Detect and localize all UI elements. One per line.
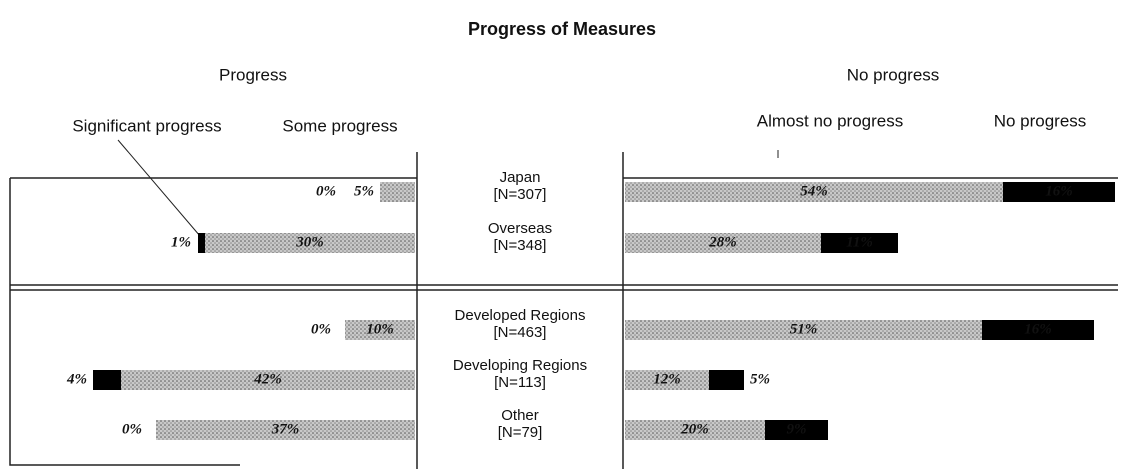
- value-label: 28%: [708, 234, 737, 250]
- category-label: Developed Regions: [455, 307, 586, 324]
- value-label: 10%: [366, 321, 394, 337]
- group-label: No progress: [847, 65, 940, 84]
- n-label: [N=307]: [494, 186, 547, 203]
- n-label: [N=113]: [494, 374, 546, 391]
- bar-hatch: [625, 182, 1003, 202]
- value-label: 5%: [354, 183, 374, 199]
- legend-label: Significant progress: [72, 116, 221, 135]
- bar-hatch: [205, 233, 415, 253]
- bar-hatch: [121, 370, 415, 390]
- value-label: 9%: [787, 421, 807, 437]
- leader-line: [117, 139, 201, 237]
- value-label: 54%: [800, 183, 828, 199]
- frames: [9, 152, 1118, 469]
- bar: [198, 233, 205, 253]
- bar: [709, 370, 744, 390]
- value-label: 12%: [653, 371, 681, 387]
- legend-label: Almost no progress: [757, 111, 903, 130]
- bar: [982, 320, 1094, 340]
- frame: [9, 178, 240, 466]
- bar: [821, 233, 898, 253]
- bar-hatch: [625, 233, 821, 253]
- bar: [765, 420, 828, 440]
- group-label: Progress: [219, 65, 287, 84]
- n-label: [N=79]: [498, 424, 543, 441]
- value-label: 16%: [1045, 183, 1073, 199]
- legend-label: Some progress: [282, 116, 397, 135]
- bar-hatch: [625, 420, 765, 440]
- value-label: 0%: [311, 321, 331, 337]
- value-label: 5%: [750, 371, 770, 387]
- value-label: 4%: [66, 371, 87, 387]
- value-label: 37%: [271, 421, 300, 437]
- bar-hatch: [380, 182, 415, 202]
- n-label: [N=463]: [494, 324, 547, 341]
- category-label: Japan: [500, 169, 541, 186]
- value-label: 16%: [1024, 321, 1052, 337]
- category-label: Developing Regions: [453, 357, 587, 374]
- bar: [93, 370, 121, 390]
- value-label: 20%: [680, 421, 709, 437]
- bar-hatch: [625, 370, 709, 390]
- value-label: 0%: [122, 421, 142, 437]
- value-label: 0%: [316, 183, 336, 199]
- category-label: Overseas: [488, 220, 552, 237]
- bar: [1003, 182, 1115, 202]
- legend-label: No progress: [994, 111, 1087, 130]
- value-label: 51%: [790, 321, 818, 337]
- bar-hatch: [625, 320, 982, 340]
- category-label: Other: [501, 407, 539, 424]
- bar-hatch: [345, 320, 415, 340]
- value-label: 42%: [253, 371, 282, 387]
- chart-title: Progress of Measures: [468, 19, 656, 39]
- n-label: [N=348]: [494, 237, 547, 254]
- value-label: 1%: [171, 234, 191, 250]
- bar-hatch: [156, 420, 415, 440]
- value-label: 11%: [846, 234, 873, 250]
- value-label: 30%: [295, 234, 324, 250]
